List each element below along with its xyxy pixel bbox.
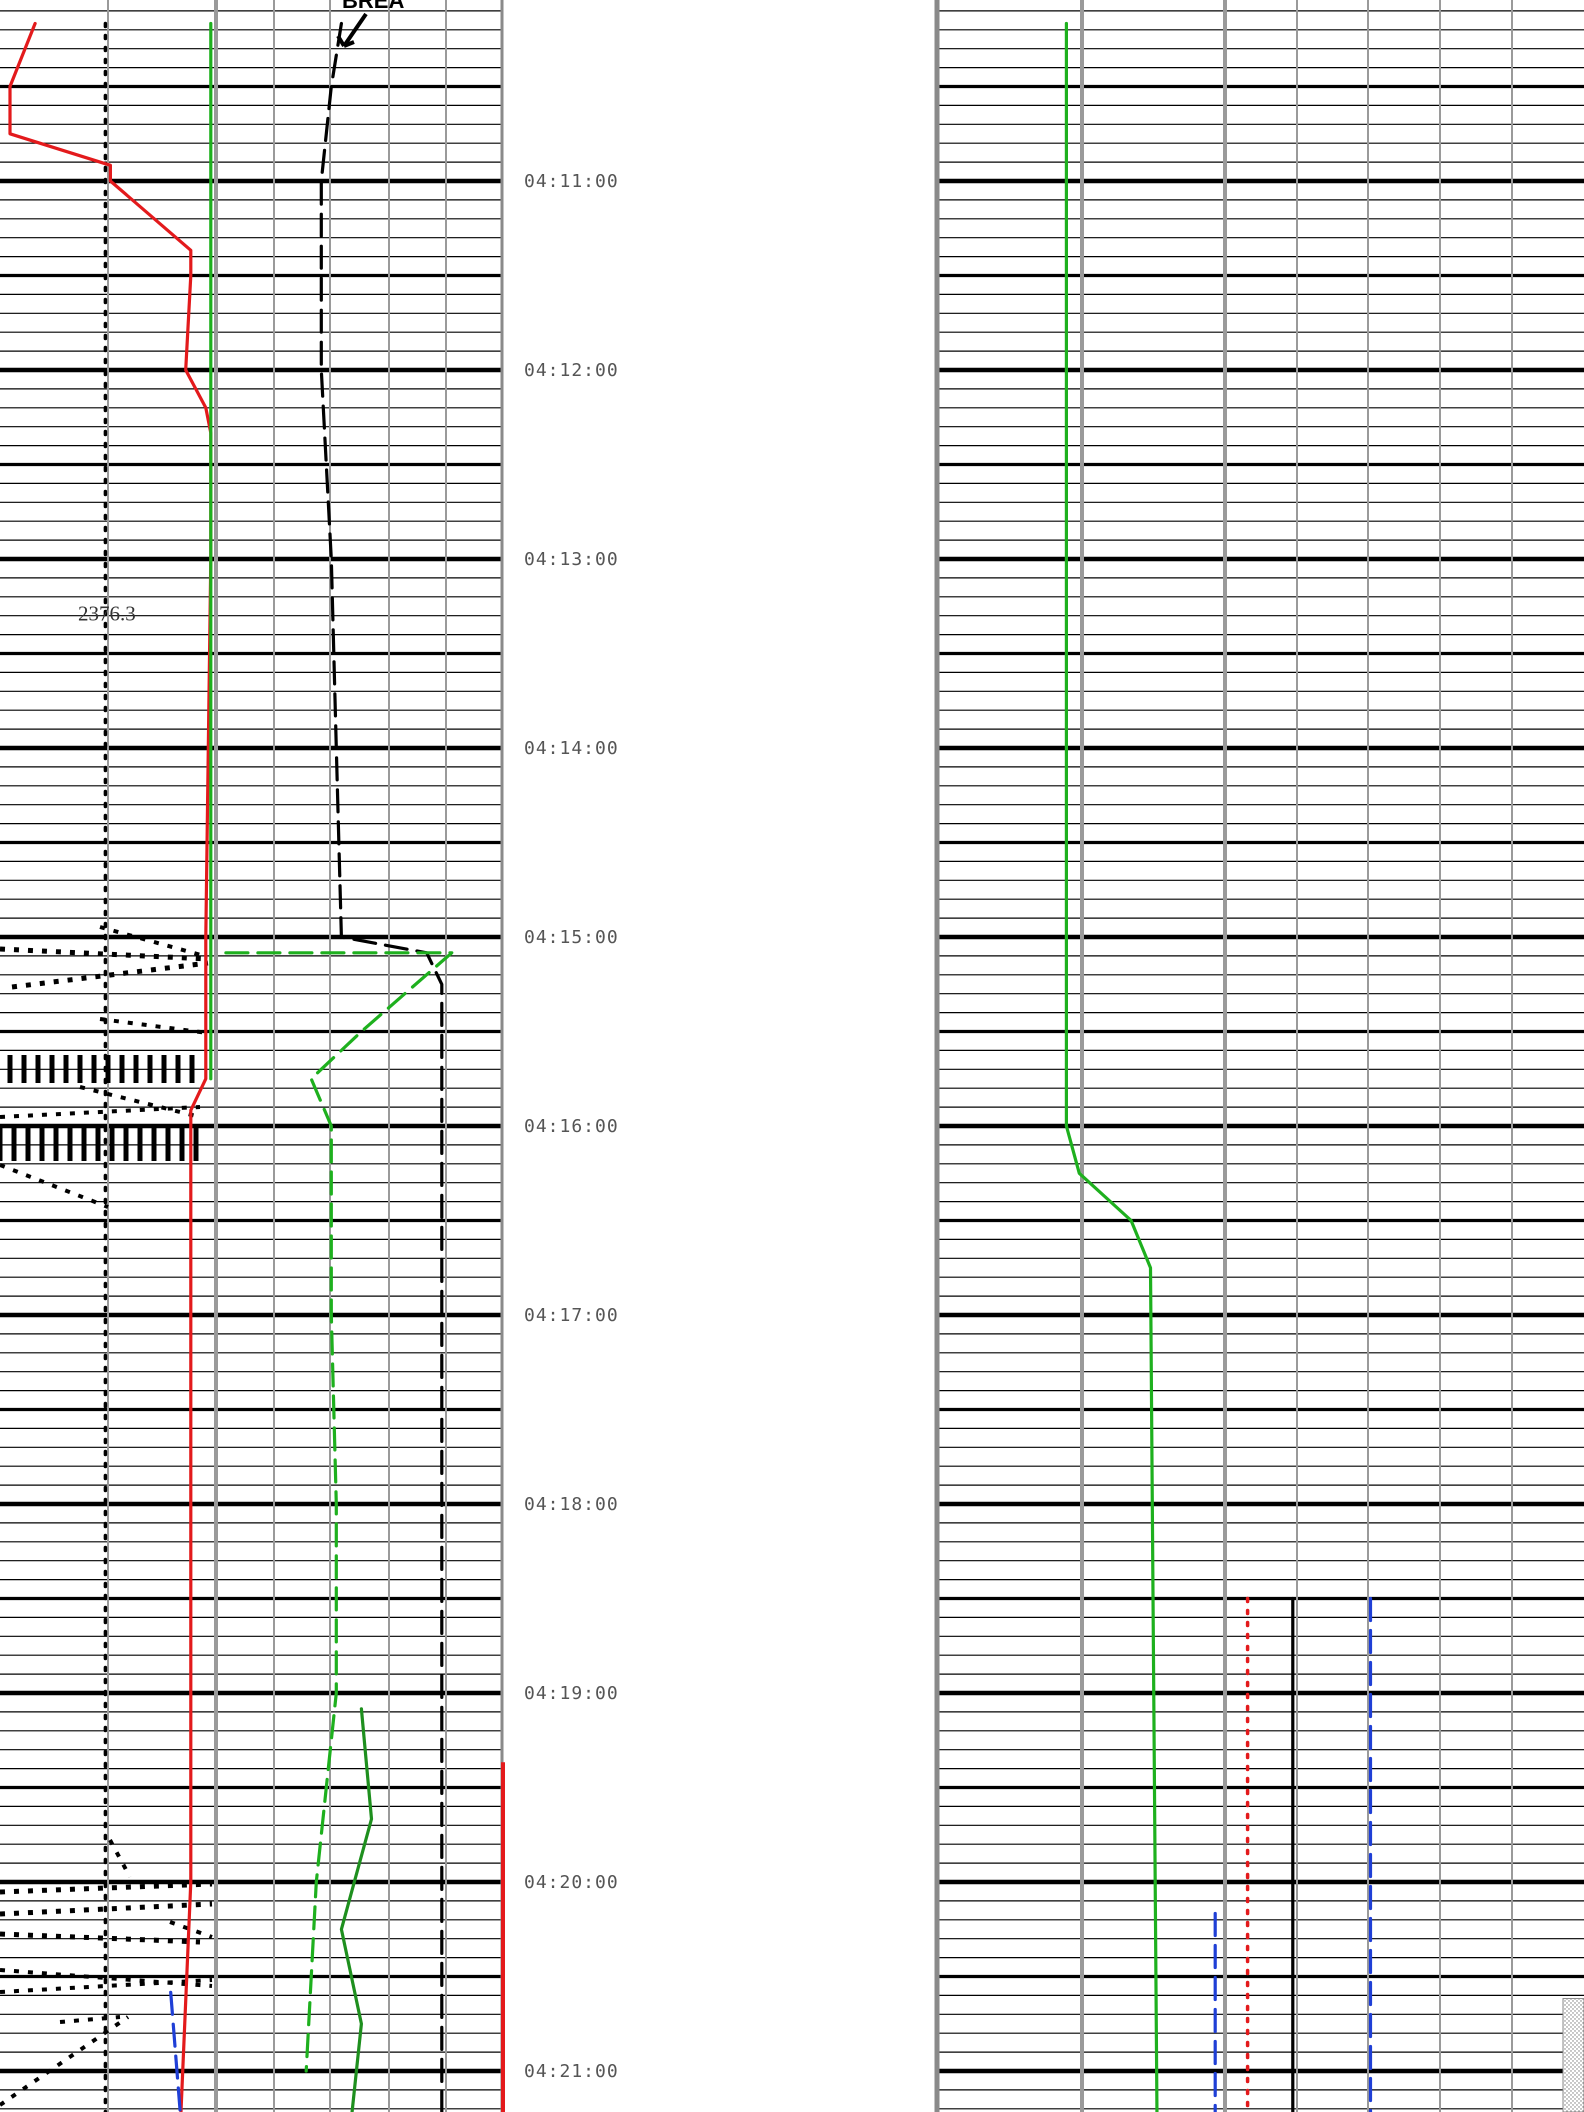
time-tick-label: 04:20:00: [524, 1872, 619, 1893]
annotation-label: 2376.3: [78, 601, 136, 625]
time-tick-label: 04:13:00: [524, 549, 619, 570]
hatch-line: [169, 1920, 213, 1939]
time-tick-label: 04:16:00: [524, 1116, 619, 1137]
series-line-middle-track-1: [224, 951, 454, 2073]
hatch-line: [99, 1017, 209, 1035]
lithology-fill: [1562, 1998, 1584, 2112]
hatch-line: [59, 2015, 121, 2024]
hatch-line: [0, 1931, 201, 1945]
annotations: 2376.3 BREA: [78, 0, 404, 625]
series-line-left-track-0: [8, 21, 213, 2112]
curves: [8, 21, 1373, 2112]
time-tick-label: 04:17:00: [524, 1305, 619, 1326]
time-tick-label: 04:18:00: [524, 1494, 619, 1515]
series-line-middle-track-2: [339, 1707, 374, 2112]
time-tick-label: 04:19:00: [524, 1683, 619, 1704]
hatch-line: [99, 925, 209, 959]
hatch-line: [108, 1839, 132, 1878]
time-tick-label: 04:15:00: [524, 927, 619, 948]
hatch-line: [11, 960, 209, 990]
annotation-arrow: [336, 12, 368, 48]
hatch-line: [0, 1163, 109, 1209]
series-line-middle-track-0: [319, 21, 444, 2112]
annotation-label-top: BREA: [342, 0, 404, 13]
series-line-left-track-3: [169, 1990, 182, 2112]
time-tick-label: 04:14:00: [524, 738, 619, 759]
time-tick-label: 04:21:00: [524, 2061, 619, 2082]
series-line-right-track-0: [1064, 21, 1159, 2112]
hatch-line: [0, 1105, 201, 1119]
time-axis: 04:11:00 04:12:00 04:13:00 04:14:00 04:15:00…: [524, 171, 619, 2082]
time-tick-label: 04:11:00: [524, 171, 619, 192]
time-tick-label: 04:12:00: [524, 360, 619, 381]
